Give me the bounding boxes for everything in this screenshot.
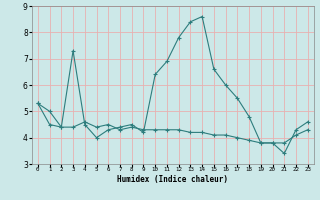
X-axis label: Humidex (Indice chaleur): Humidex (Indice chaleur) xyxy=(117,175,228,184)
